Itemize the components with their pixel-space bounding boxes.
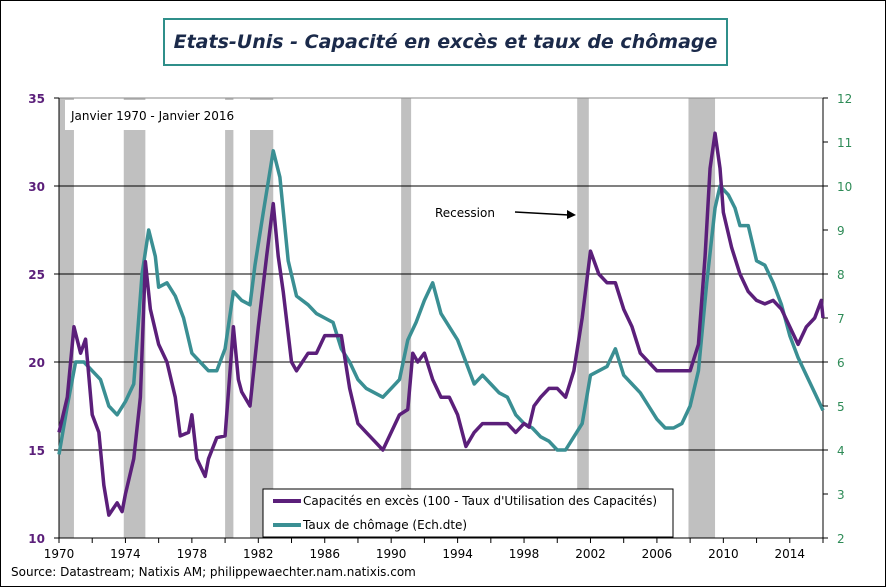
y-tick-label-right: 3 [837, 488, 845, 502]
y-tick-label-right: 7 [837, 312, 845, 326]
x-tick-label: 1986 [309, 547, 340, 561]
x-tick-label: 1978 [177, 547, 208, 561]
x-tick-label: 1998 [509, 547, 540, 561]
legend-label-unemployment: Taux de chômage (Ech.dte) [302, 518, 467, 532]
y-tick-label-left: 30 [28, 180, 45, 194]
y-tick-label-left: 20 [28, 356, 45, 370]
legend-label-excess-capacity: Capacités en excès (100 - Taux d'Utilisa… [303, 494, 657, 508]
y-tick-label-left: 25 [28, 268, 45, 282]
arrow-head-icon [567, 210, 576, 219]
x-tick-label: 2010 [708, 547, 739, 561]
recession-band [401, 98, 412, 538]
chart-subtitle: Janvier 1970 - Janvier 2016 [70, 109, 234, 123]
y-tick-label-left: 15 [28, 444, 45, 458]
recession-band [123, 98, 146, 538]
x-tick-label: 1994 [442, 547, 473, 561]
y-tick-label-right: 8 [837, 268, 845, 282]
x-tick-label: 2006 [642, 547, 673, 561]
y-tick-label-right: 9 [837, 224, 845, 238]
x-tick-label: 2014 [775, 547, 806, 561]
y-tick-label-right: 6 [837, 356, 845, 370]
recession-band [59, 98, 74, 538]
recession-annotation: Recession [435, 206, 495, 220]
x-tick-label: 2002 [575, 547, 606, 561]
source-note: Source: Datastream; Natixis AM; philippe… [11, 565, 416, 579]
y-tick-label-right: 2 [837, 532, 845, 546]
unemployment-line [57, 149, 825, 455]
annotation-arrow [514, 211, 570, 216]
x-tick-label: 1990 [376, 547, 407, 561]
legend-box [262, 488, 674, 538]
chart-title: Etats-Unis - Capacité en excès et taux d… [163, 18, 728, 66]
x-tick-label: 1970 [44, 547, 75, 561]
y-tick-label-right: 5 [837, 400, 845, 414]
excess-capacity-line [57, 131, 825, 517]
subtitle-background [65, 100, 290, 130]
y-tick-label-right: 12 [837, 92, 852, 106]
y-tick-label-right: 11 [837, 136, 852, 150]
y-tick-label-left: 10 [28, 532, 45, 546]
y-tick-label-right: 10 [837, 180, 852, 194]
recession-band [250, 98, 274, 538]
y-tick-label-right: 4 [837, 444, 845, 458]
x-tick-label: 1974 [110, 547, 141, 561]
x-tick-label: 1982 [243, 547, 274, 561]
y-tick-label-left: 35 [28, 92, 45, 106]
